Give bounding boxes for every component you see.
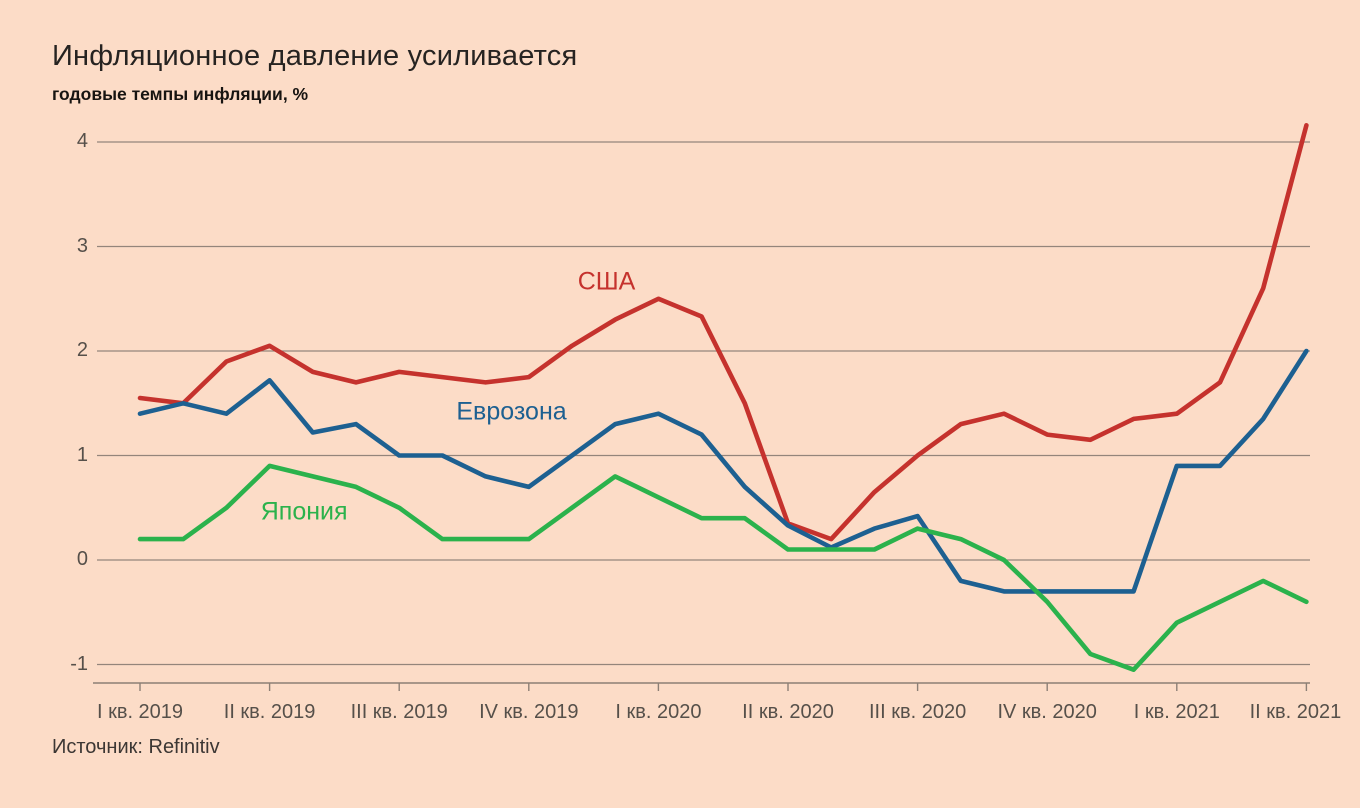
y-tick-label-0: 0 <box>76 548 88 570</box>
series-line-japan <box>137 463 1309 673</box>
x-tick-label-1: II кв. 2019 <box>223 701 316 723</box>
y-tick-label-2: 2 <box>76 339 88 361</box>
chart-subtitle: годовые темпы инфляции, % <box>52 84 309 104</box>
x-tick-label-0: I кв. 2019 <box>96 701 184 723</box>
y-tick-label-1: 1 <box>76 443 88 466</box>
x-tick-label-2: III кв. 2019 <box>350 701 448 723</box>
series-line-eurozone <box>137 348 1309 594</box>
x-tick-label-5: II кв. 2020 <box>742 701 834 723</box>
x-tick-label-7: IV кв. 2020 <box>997 701 1097 723</box>
y-tick-label--1: -1 <box>70 652 88 675</box>
x-tick-label-4: I кв. 2020 <box>615 701 702 723</box>
x-tick-label-6: III кв. 2020 <box>868 701 967 723</box>
chart-title: Инфляционное давление усиливается <box>52 40 578 72</box>
source-note: Источник: Refinitiv <box>52 736 220 758</box>
y-tick-label-4: 4 <box>76 130 88 152</box>
series-label-usa: США <box>577 267 636 296</box>
x-tick-label-8: I кв. 2021 <box>1133 701 1220 723</box>
series-label-japan: Япония <box>260 497 348 526</box>
y-tick-label-3: 3 <box>76 234 88 257</box>
x-tick-label-9: II кв. 2021 <box>1249 701 1342 723</box>
series-label-eurozone: Еврозона <box>456 397 567 426</box>
series-line-usa <box>137 123 1309 542</box>
x-tick-label-3: IV кв. 2019 <box>479 701 579 723</box>
